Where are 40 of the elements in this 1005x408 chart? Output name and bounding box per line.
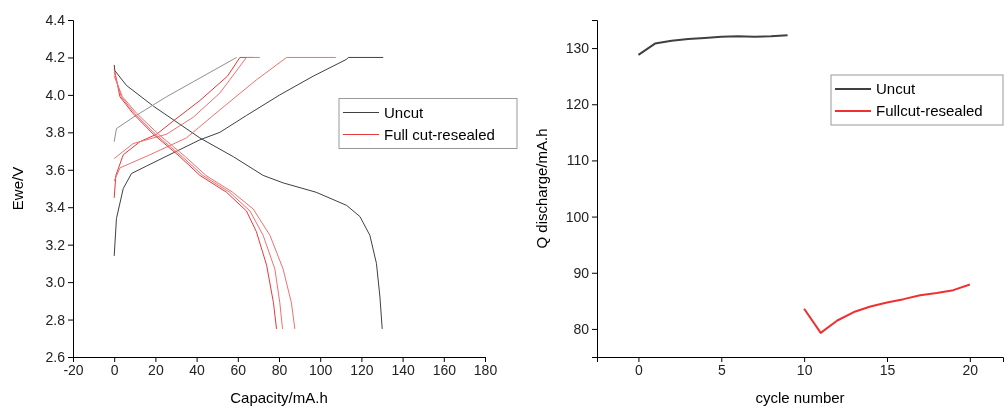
legend-label: Uncut: [876, 80, 917, 97]
y-tick-label: 3.6: [45, 161, 66, 178]
x-tick-label: 15: [879, 361, 896, 378]
x-axis-title: Capacity/mA.h: [230, 389, 328, 406]
x-tick-label: 5: [717, 361, 726, 378]
x-tick-label: 120: [350, 361, 374, 378]
y-tick-label: 3.8: [45, 124, 66, 141]
x-tick-label: 180: [473, 361, 498, 378]
y-tick-label: 2.6: [45, 348, 66, 365]
x-tick-label: 100: [309, 361, 333, 378]
y-tick-label: 80: [573, 320, 590, 337]
x-tick-label: 140: [391, 361, 415, 378]
x-tick-label: 20: [962, 361, 979, 378]
x-tick-label: 20: [148, 361, 164, 378]
x-tick-label: 80: [271, 361, 288, 378]
y-tick-label: 120: [565, 96, 590, 113]
legend-label: Fullcut-resealed: [876, 102, 983, 119]
legend-label: Full cut-resealed: [384, 125, 495, 143]
y-tick-label: 4.2: [45, 49, 66, 66]
y-tick-label: 4.0: [45, 86, 66, 103]
y-tick-label: 110: [566, 152, 590, 169]
x-tick-label: -20: [63, 361, 84, 378]
y-tick-label: 3.4: [45, 199, 66, 216]
x-tick-label: 0: [635, 361, 644, 378]
y-tick-label: 4.4: [45, 11, 66, 28]
y-tick-label: 2.8: [45, 311, 66, 328]
y-axis-title: Ewe/V: [9, 166, 26, 211]
legend-label: Uncut: [384, 103, 425, 121]
x-tick-label: 160: [432, 361, 457, 378]
y-tick-label: 3.0: [45, 274, 66, 291]
x-tick-label: 0: [110, 361, 119, 378]
x-tick-label: 60: [230, 361, 247, 378]
y-tick-label: 90: [573, 264, 590, 281]
x-tick-label: 10: [796, 361, 813, 378]
y-tick-label: 3.2: [45, 236, 66, 253]
x-tick-label: 40: [189, 361, 206, 378]
y-tick-label: 130: [565, 40, 590, 57]
y-tick-label: 100: [565, 208, 590, 225]
x-axis-title: cycle number: [755, 389, 845, 406]
y-axis-title: Q discharge/mA.h: [533, 128, 550, 249]
